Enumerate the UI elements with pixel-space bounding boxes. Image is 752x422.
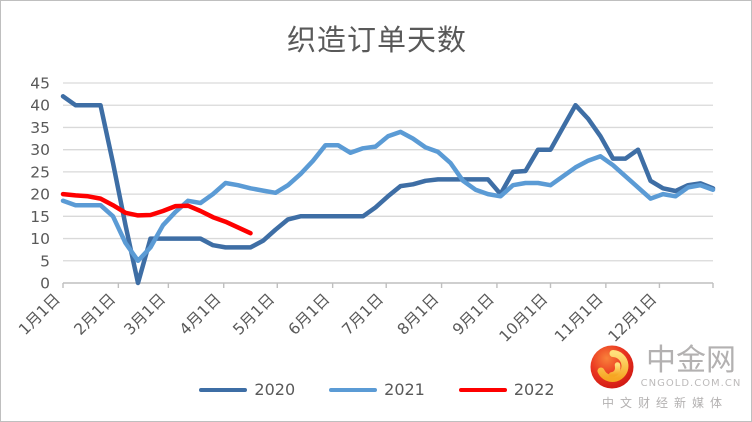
legend-item-2021[interactable]: 2021 [329,380,425,399]
x-axis-label: 7月1日 [338,290,387,339]
x-axis-label: 10月1日 [496,290,552,346]
cngold-watermark: 中金网 CNGOLD.COM.CN 中文财经新媒体 [587,344,743,411]
legend-label-2021: 2021 [384,380,425,399]
y-axis-label: 5 [40,252,50,270]
y-axis-label: 10 [30,230,50,248]
x-axis-label: 4月1日 [176,290,225,339]
cngold-logo-row: 中金网 CNGOLD.COM.CN [589,344,742,390]
legend-item-2022[interactable]: 2022 [458,380,555,399]
series-line-2021 [60,129,716,264]
y-axis-label: 40 [30,97,50,115]
chart-title: 织造订单天数 [286,23,467,57]
y-axis-label: 35 [30,119,50,137]
x-axis-label: 9月1日 [449,290,498,339]
legend-item-2020[interactable]: 2020 [199,380,295,399]
x-axis-label: 6月1日 [285,290,334,339]
legend-label-2022: 2022 [513,380,555,399]
legend-line-sample-2020 [199,387,248,392]
series-line-2022 [60,191,253,236]
x-axis-label: 8月1日 [394,290,443,339]
y-axis-label: 0 [40,275,50,293]
chart-legend: 2020 2021 2022 [1,380,751,399]
y-axis-label: 30 [30,141,50,159]
x-axis-label: 12月1日 [605,290,661,346]
legend-label-2020: 2020 [254,380,296,399]
legend-line-sample-2022 [458,387,507,392]
y-axis-label: 15 [30,208,50,226]
y-axis-label: 20 [30,186,50,204]
legend-line-sample-2021 [329,387,378,392]
series-line-2020 [60,94,716,286]
x-axis-label: 1月1日 [15,290,64,339]
x-axis-label: 5月1日 [230,290,279,339]
y-axis-label: 45 [30,75,50,93]
cngold-logo-icon [590,345,634,389]
x-axis-label: 2月1日 [71,290,120,339]
cngold-brand-text: 中金网 [646,342,736,378]
x-axis-label: 11月1日 [551,290,607,346]
cngold-tagline-text: 中文财经新媒体 [601,396,728,410]
x-axis-label: 3月1日 [121,290,170,339]
y-axis-label: 25 [30,163,50,181]
cngold-text-block: 中金网 CNGOLD.COM.CN [640,342,742,389]
cngold-domain-text: CNGOLD.COM.CN [640,377,742,389]
